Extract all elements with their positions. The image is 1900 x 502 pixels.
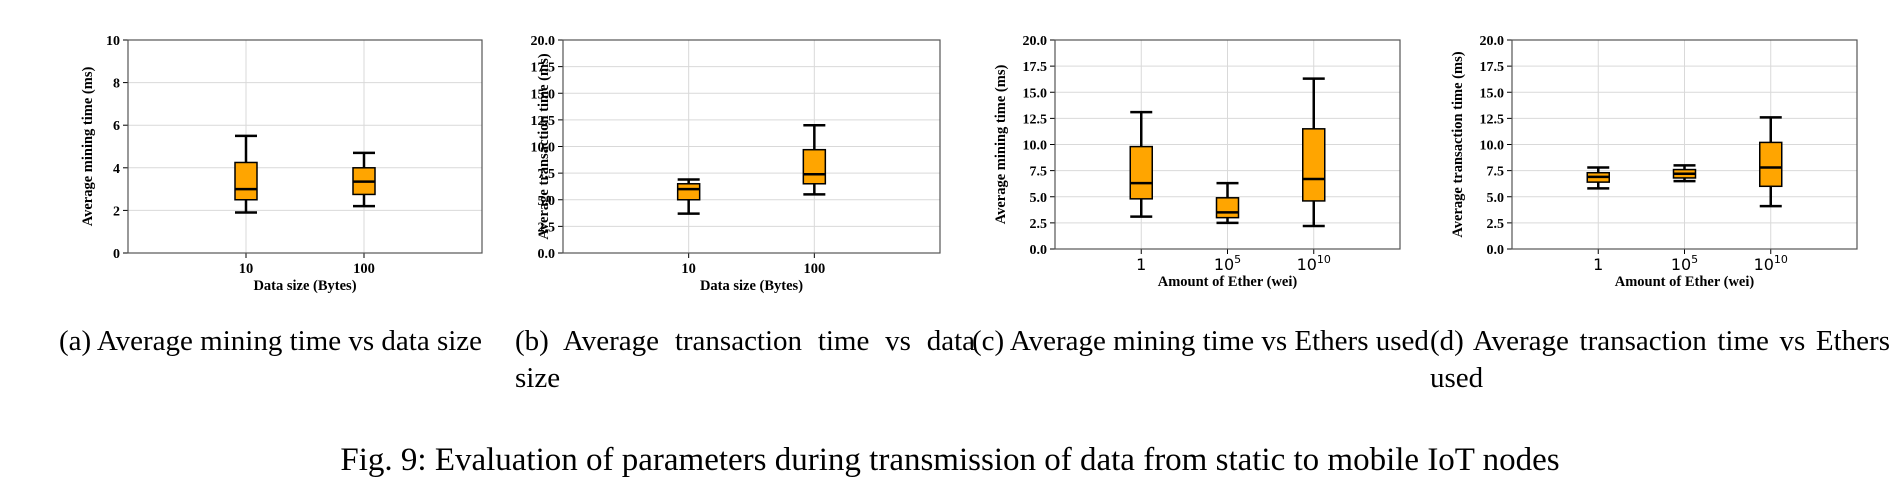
y-tick-label: 0.0	[1030, 243, 1048, 258]
y-tick-label: 8	[113, 77, 120, 92]
box-1	[352, 151, 376, 208]
y-tick-label: 20.0	[1480, 34, 1505, 49]
y-tick-label: 2.5	[1030, 217, 1048, 232]
box-2	[1302, 77, 1326, 228]
iqr-box	[1215, 197, 1240, 219]
y-tick-label: 2.5	[1487, 217, 1505, 232]
y-tick-label: 7.5	[538, 167, 556, 182]
plot-frame	[1054, 39, 1401, 250]
x-tick-label: 100	[803, 261, 825, 277]
figure-caption: Fig. 9: Evaluation of parameters during …	[340, 442, 1560, 478]
y-tick-label: 20.0	[1023, 34, 1048, 49]
x-axis-label: Data size (Bytes)	[253, 278, 356, 294]
x-tick-label: 1010	[1754, 253, 1788, 274]
box-0	[234, 134, 258, 214]
subcaption-d: (d) Average transaction time vs Ethers u…	[1430, 325, 1890, 394]
subcaption-a: (a) Average mining time vs data size	[59, 325, 483, 357]
x-tick-label: 1	[1593, 255, 1603, 274]
y-tick-label: 5.0	[538, 194, 556, 209]
box-1	[802, 123, 827, 196]
chart-c: 0.0 2.5 5.0 7.5 10.0 12.5 15.0 17.5 20.0 1 105 1010…	[993, 34, 1401, 290]
y-tick-label: 15.0	[1480, 86, 1505, 101]
y-tick-label: 5.0	[1487, 191, 1505, 206]
plot-frame	[562, 39, 941, 254]
box-0	[1586, 166, 1610, 190]
y-tick-label: 4	[113, 162, 120, 177]
iqr-box	[676, 183, 701, 201]
iqr-box	[1129, 145, 1153, 200]
y-tick-label: 17.5	[531, 61, 556, 76]
y-tick-label: 7.5	[1030, 165, 1048, 180]
y-tick-label: 2.5	[538, 220, 556, 235]
iqr-box	[1759, 141, 1783, 188]
x-tick-label: 105	[1214, 253, 1241, 274]
box-0	[676, 178, 701, 215]
y-tick-label: 17.5	[1023, 60, 1048, 75]
x-tick-label: 100	[353, 261, 375, 277]
y-tick-label: 15.0	[531, 87, 556, 102]
y-tick-label: 12.5	[1480, 112, 1505, 127]
iqr-box	[234, 161, 258, 201]
box-0	[1129, 110, 1153, 218]
y-tick-label: 17.5	[1480, 60, 1505, 75]
y-tick-label: 0	[113, 247, 120, 262]
y-tick-label: 5.0	[1030, 191, 1048, 206]
iqr-box	[802, 148, 827, 185]
box-1	[1672, 164, 1697, 183]
subcaption-b: (b) Average transaction time vs data siz…	[515, 325, 975, 394]
y-tick-label: 6	[113, 119, 120, 134]
y-tick-label: 12.5	[1023, 112, 1048, 127]
y-tick-label: 10.0	[531, 141, 556, 156]
plot-frame	[127, 39, 483, 254]
box-2	[1759, 116, 1783, 208]
x-axis-label: Amount of Ether (wei)	[1615, 274, 1755, 290]
box-1	[1215, 181, 1240, 225]
chart-d: 0.0 2.5 5.0 7.5 10.0 12.5 15.0 17.5 20.0 1 105 1010…	[1450, 34, 1858, 290]
iqr-box	[1302, 128, 1326, 202]
y-tick-label: 10.0	[1023, 139, 1048, 154]
x-axis-label: Amount of Ether (wei)	[1158, 274, 1298, 290]
x-tick-label: 10	[239, 261, 254, 277]
x-tick-label: 1010	[1297, 253, 1331, 274]
y-tick-label: 0.0	[1487, 243, 1505, 258]
y-axis-label: Average mining time (ms)	[80, 67, 96, 227]
y-tick-label: 15.0	[1023, 86, 1048, 101]
x-tick-label: 10	[681, 261, 696, 277]
chart-b: 0.0 2.5 5.0 7.5 10.0 12.5 15.0 17.5 20.0 10 100Dat…	[531, 34, 941, 294]
y-tick-label: 20.0	[531, 34, 556, 49]
y-tick-label: 2	[113, 204, 120, 219]
y-tick-label: 0.0	[538, 247, 556, 262]
plot-frame	[1511, 39, 1858, 250]
y-tick-label: 7.5	[1487, 165, 1505, 180]
y-axis-label: Average transaction time (ms)	[536, 53, 552, 239]
x-axis-label: Data size (Bytes)	[700, 278, 803, 294]
y-tick-label: 10.0	[1480, 139, 1505, 154]
subcaption-c: (c) Average mining time vs Ethers used	[972, 325, 1429, 357]
y-tick-label: 10	[106, 34, 120, 49]
x-tick-label: 105	[1671, 253, 1698, 274]
x-tick-label: 1	[1136, 255, 1146, 274]
y-tick-label: 12.5	[531, 114, 556, 129]
y-axis-label: Average mining time (ms)	[993, 65, 1009, 225]
y-axis-label: Average transaction time (ms)	[1450, 51, 1466, 237]
